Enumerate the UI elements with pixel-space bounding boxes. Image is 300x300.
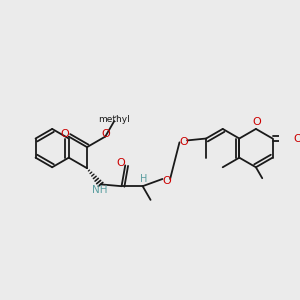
Text: O: O <box>163 176 172 186</box>
Text: O: O <box>61 129 69 139</box>
Text: H: H <box>140 175 147 184</box>
Text: O: O <box>294 134 300 143</box>
Text: O: O <box>253 117 261 127</box>
Text: O: O <box>179 137 188 147</box>
Text: O: O <box>116 158 125 168</box>
Text: methyl: methyl <box>98 115 130 124</box>
Text: NH: NH <box>92 185 107 195</box>
Text: O: O <box>102 129 111 139</box>
Text: methyl: methyl <box>115 116 120 117</box>
